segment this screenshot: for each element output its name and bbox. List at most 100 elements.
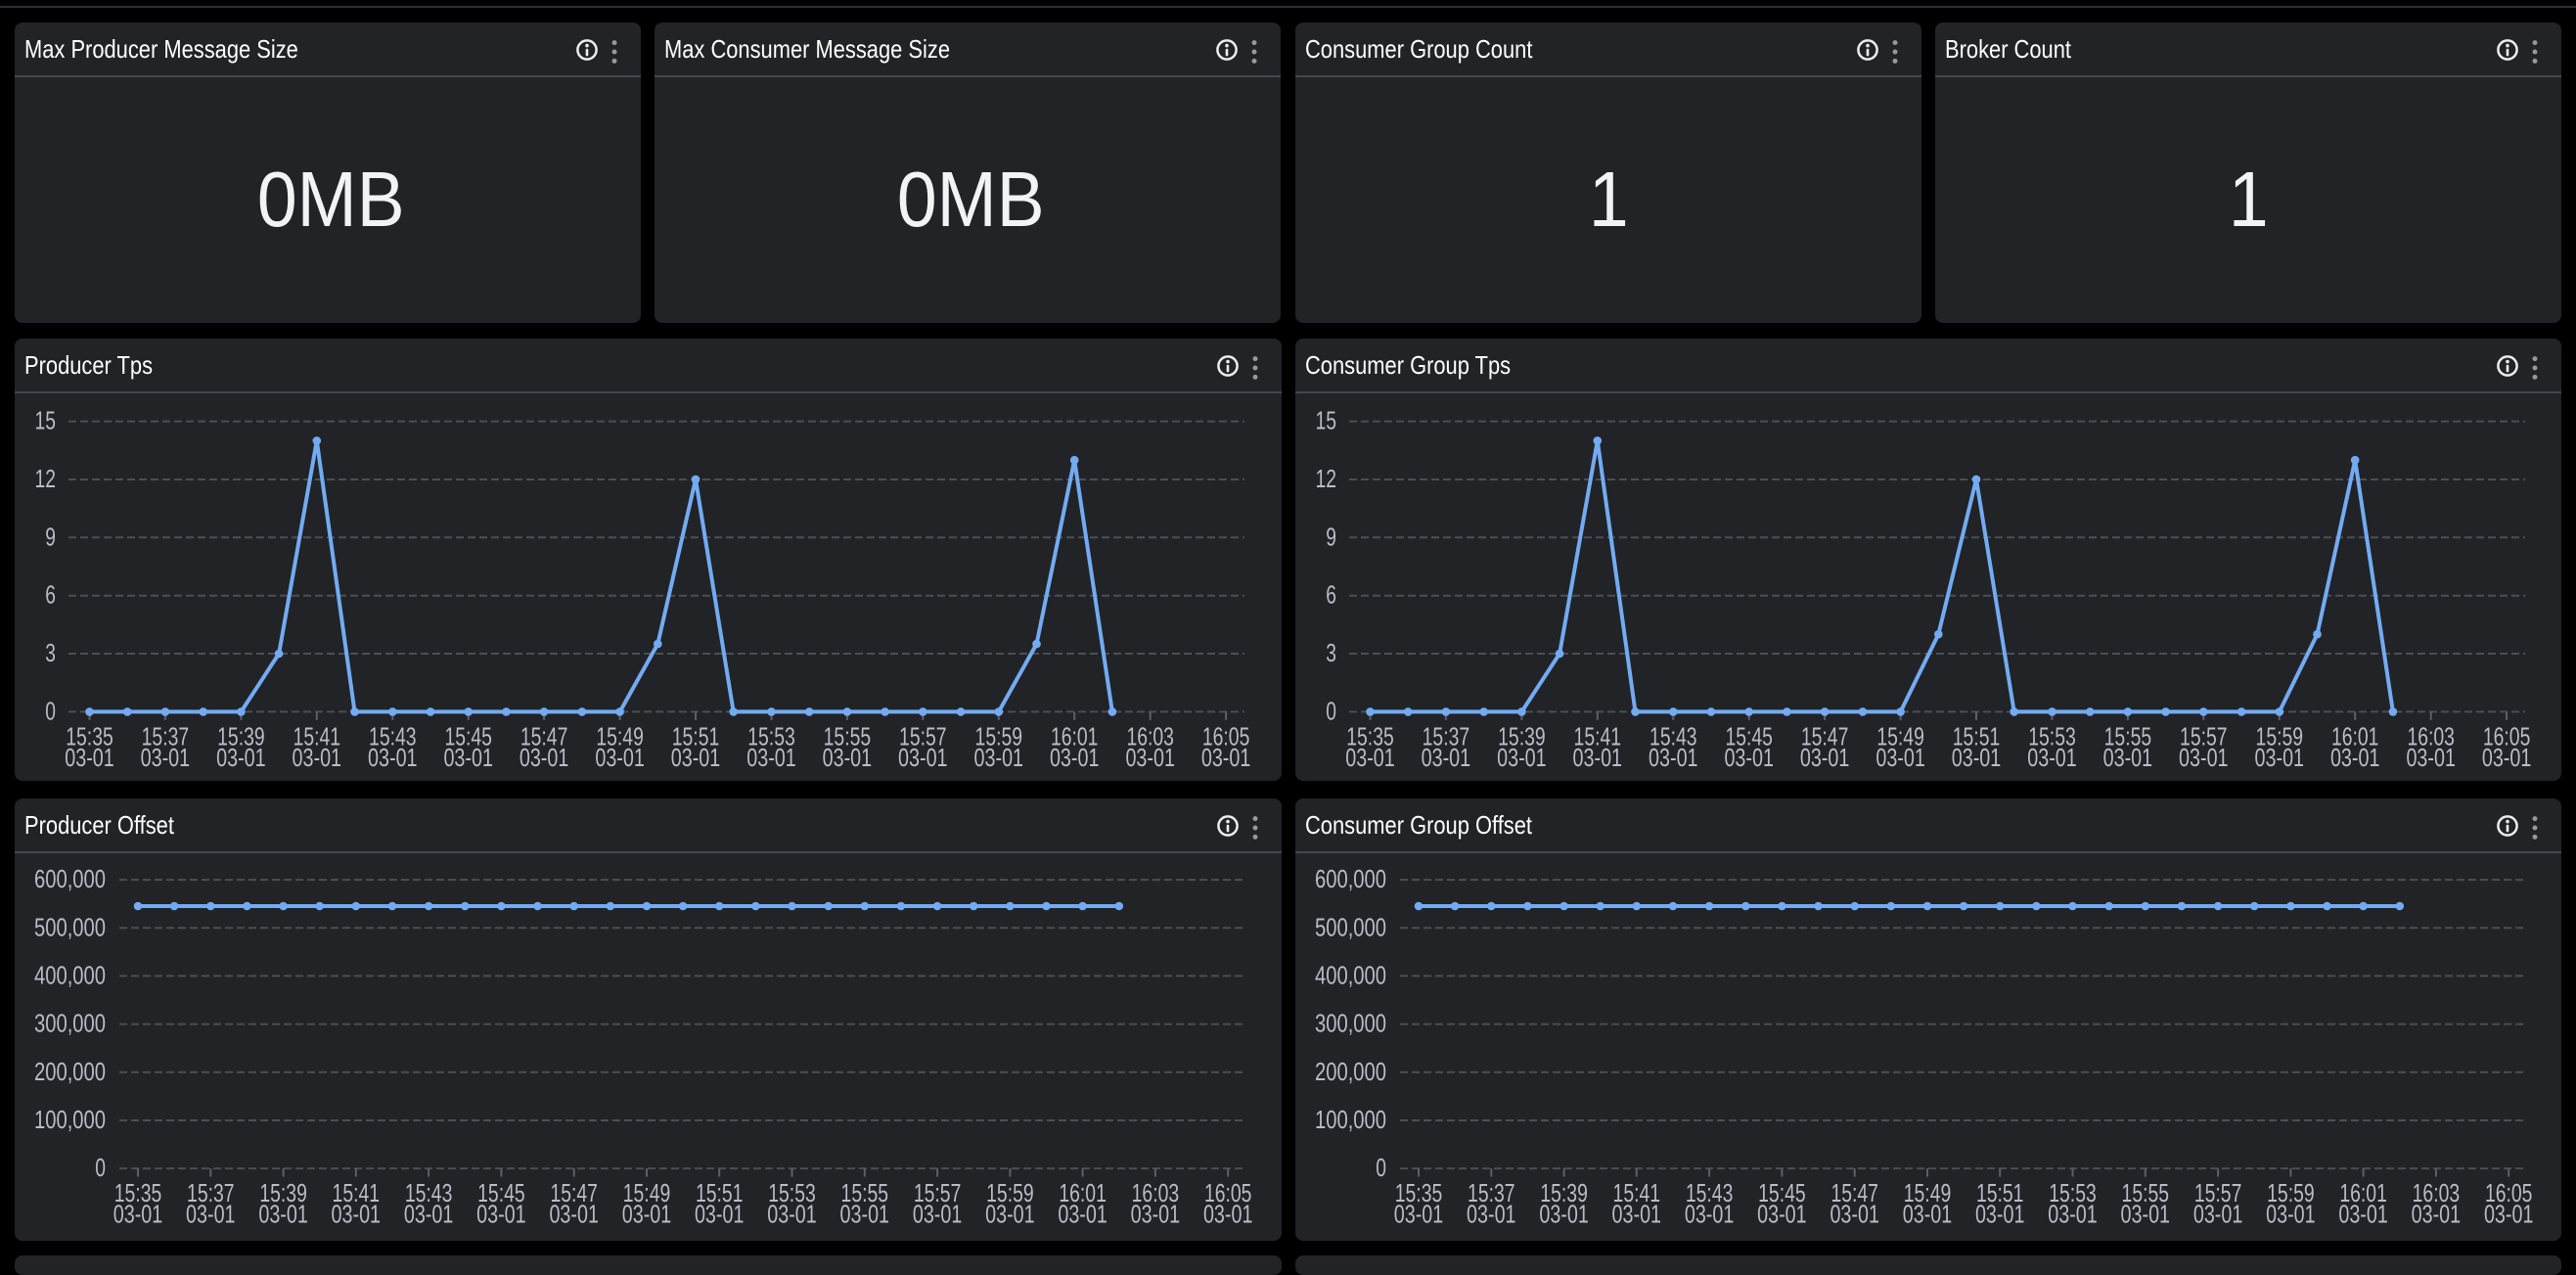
- svg-text:03-01: 03-01: [1131, 1202, 1181, 1229]
- svg-text:03-01: 03-01: [1050, 745, 1100, 772]
- svg-text:03-01: 03-01: [595, 745, 645, 772]
- svg-text:16:05: 16:05: [1204, 1180, 1252, 1207]
- svg-text:03-01: 03-01: [2048, 1202, 2098, 1229]
- svg-text:03-01: 03-01: [216, 745, 266, 772]
- svg-text:0: 0: [45, 698, 56, 725]
- svg-text:03-01: 03-01: [2482, 745, 2532, 772]
- svg-text:03-01: 03-01: [1612, 1202, 1662, 1229]
- svg-text:15:59: 15:59: [2256, 723, 2304, 751]
- svg-text:03-01: 03-01: [1685, 1202, 1735, 1229]
- svg-text:400,000: 400,000: [34, 962, 106, 989]
- svg-text:15:37: 15:37: [142, 723, 190, 751]
- svg-text:15:43: 15:43: [1686, 1180, 1734, 1207]
- svg-text:15:45: 15:45: [444, 723, 492, 751]
- svg-text:03-01: 03-01: [2412, 1202, 2462, 1229]
- svg-text:03-01: 03-01: [974, 745, 1024, 772]
- svg-text:03-01: 03-01: [1800, 745, 1850, 772]
- svg-text:15:45: 15:45: [1725, 723, 1773, 751]
- svg-text:0: 0: [95, 1155, 106, 1182]
- svg-text:15:51: 15:51: [1953, 723, 2001, 751]
- svg-text:03-01: 03-01: [1649, 745, 1698, 772]
- svg-text:100,000: 100,000: [34, 1107, 106, 1134]
- svg-text:15:51: 15:51: [696, 1180, 744, 1207]
- svg-text:15:49: 15:49: [1904, 1180, 1952, 1207]
- svg-text:15:35: 15:35: [114, 1180, 162, 1207]
- svg-text:0: 0: [1326, 698, 1336, 725]
- svg-text:400,000: 400,000: [1315, 962, 1386, 989]
- svg-text:16:03: 16:03: [2413, 1180, 2461, 1207]
- svg-text:15:39: 15:39: [259, 1180, 307, 1207]
- svg-text:15:47: 15:47: [1830, 1180, 1878, 1207]
- svg-text:16:01: 16:01: [1059, 1180, 1107, 1207]
- svg-text:16:03: 16:03: [1132, 1180, 1180, 1207]
- svg-text:9: 9: [45, 524, 56, 551]
- svg-text:03-01: 03-01: [898, 745, 948, 772]
- svg-text:15:53: 15:53: [2049, 1180, 2097, 1207]
- svg-text:03-01: 03-01: [1394, 1202, 1444, 1229]
- svg-text:03-01: 03-01: [2121, 1202, 2171, 1229]
- svg-text:03-01: 03-01: [2179, 745, 2229, 772]
- svg-text:16:05: 16:05: [2485, 1180, 2533, 1207]
- svg-text:03-01: 03-01: [622, 1202, 672, 1229]
- svg-text:03-01: 03-01: [1876, 745, 1925, 772]
- svg-text:03-01: 03-01: [1203, 1202, 1253, 1229]
- svg-text:15:49: 15:49: [596, 723, 644, 751]
- svg-text:15:47: 15:47: [1801, 723, 1849, 751]
- svg-text:6: 6: [45, 582, 56, 610]
- svg-text:15:53: 15:53: [2028, 723, 2076, 751]
- svg-text:03-01: 03-01: [746, 745, 796, 772]
- svg-text:03-01: 03-01: [695, 1202, 745, 1229]
- svg-text:03-01: 03-01: [293, 745, 342, 772]
- svg-text:15:59: 15:59: [2267, 1180, 2315, 1207]
- svg-text:15:55: 15:55: [2122, 1180, 2170, 1207]
- svg-text:15:35: 15:35: [66, 723, 113, 751]
- svg-text:03-01: 03-01: [2338, 1202, 2388, 1229]
- svg-text:03-01: 03-01: [65, 745, 114, 772]
- svg-text:3: 3: [45, 640, 56, 667]
- svg-text:600,000: 600,000: [1315, 866, 1386, 893]
- svg-text:16:05: 16:05: [1202, 723, 1250, 751]
- svg-text:03-01: 03-01: [2103, 745, 2153, 772]
- svg-text:15:49: 15:49: [623, 1180, 671, 1207]
- svg-text:3: 3: [1326, 640, 1336, 667]
- svg-text:15:39: 15:39: [1498, 723, 1546, 751]
- svg-text:03-01: 03-01: [1125, 745, 1175, 772]
- svg-text:16:01: 16:01: [1051, 723, 1099, 751]
- svg-text:03-01: 03-01: [2266, 1202, 2316, 1229]
- svg-text:03-01: 03-01: [840, 1202, 890, 1229]
- svg-text:03-01: 03-01: [1497, 745, 1547, 772]
- svg-text:500,000: 500,000: [34, 914, 106, 941]
- svg-text:03-01: 03-01: [2484, 1202, 2534, 1229]
- svg-text:15:37: 15:37: [1423, 723, 1470, 751]
- svg-text:03-01: 03-01: [1539, 1202, 1589, 1229]
- svg-text:9: 9: [1326, 524, 1336, 551]
- svg-text:15:51: 15:51: [1976, 1180, 2024, 1207]
- svg-text:03-01: 03-01: [985, 1202, 1035, 1229]
- svg-text:03-01: 03-01: [1952, 745, 2002, 772]
- svg-text:15:57: 15:57: [899, 723, 947, 751]
- svg-text:15:53: 15:53: [747, 723, 795, 751]
- svg-text:03-01: 03-01: [186, 1202, 236, 1229]
- svg-text:15:35: 15:35: [1395, 1180, 1443, 1207]
- svg-text:200,000: 200,000: [1315, 1059, 1386, 1086]
- svg-text:15:41: 15:41: [1574, 723, 1622, 751]
- svg-text:03-01: 03-01: [141, 745, 191, 772]
- svg-text:12: 12: [35, 466, 57, 493]
- svg-text:500,000: 500,000: [1315, 914, 1386, 941]
- svg-text:15:57: 15:57: [2180, 723, 2228, 751]
- svg-text:15:43: 15:43: [1650, 723, 1697, 751]
- svg-text:15:43: 15:43: [369, 723, 417, 751]
- svg-text:03-01: 03-01: [2027, 745, 2077, 772]
- svg-text:6: 6: [1326, 582, 1336, 610]
- svg-text:15:35: 15:35: [1346, 723, 1394, 751]
- svg-text:03-01: 03-01: [549, 1202, 599, 1229]
- svg-text:03-01: 03-01: [520, 745, 569, 772]
- svg-text:15:45: 15:45: [477, 1180, 525, 1207]
- svg-text:03-01: 03-01: [2255, 745, 2305, 772]
- svg-text:100,000: 100,000: [1315, 1107, 1386, 1134]
- svg-text:03-01: 03-01: [2193, 1202, 2243, 1229]
- svg-text:16:01: 16:01: [2331, 723, 2379, 751]
- svg-text:03-01: 03-01: [113, 1202, 163, 1229]
- svg-text:03-01: 03-01: [476, 1202, 526, 1229]
- svg-text:15:59: 15:59: [975, 723, 1023, 751]
